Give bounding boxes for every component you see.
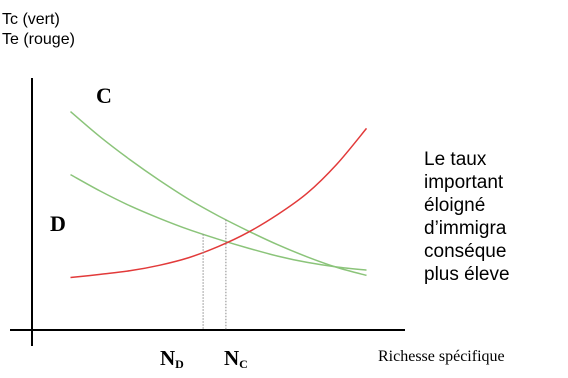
- curve-label-d: D: [50, 211, 66, 236]
- side-text-line-4: d’immigra: [424, 218, 507, 239]
- side-text: Le taux important éloigné d’immigra cons…: [424, 148, 568, 286]
- y-axis-label-line-2: Te (rouge): [2, 31, 75, 48]
- chart-marks: [70, 111, 368, 330]
- tick-label-nc-main: N: [224, 346, 240, 370]
- tick-label-nd-sub: D: [175, 357, 184, 371]
- tick-label-nd-main: N: [160, 346, 176, 370]
- side-text-line-2: important: [424, 172, 504, 193]
- tick-label-nd: ND: [160, 346, 184, 376]
- series-line-d-1: [70, 173, 367, 271]
- side-text-line-5: conséque: [424, 241, 507, 262]
- series-line-te-red-2: [70, 127, 368, 279]
- side-text-line-3: éloigné: [424, 195, 486, 216]
- side-text-line-6: plus éleve: [424, 264, 510, 285]
- side-text-line-1: Le taux: [424, 149, 487, 170]
- series-line-c-0: [70, 111, 367, 277]
- y-axis-label-line-1: Tc (vert): [2, 11, 60, 28]
- x-axis-label: Richesse spécifique: [378, 348, 505, 365]
- tick-label-nc: NC: [224, 346, 248, 376]
- tick-label-nc-sub: C: [239, 357, 248, 371]
- curve-label-c: C: [96, 83, 112, 108]
